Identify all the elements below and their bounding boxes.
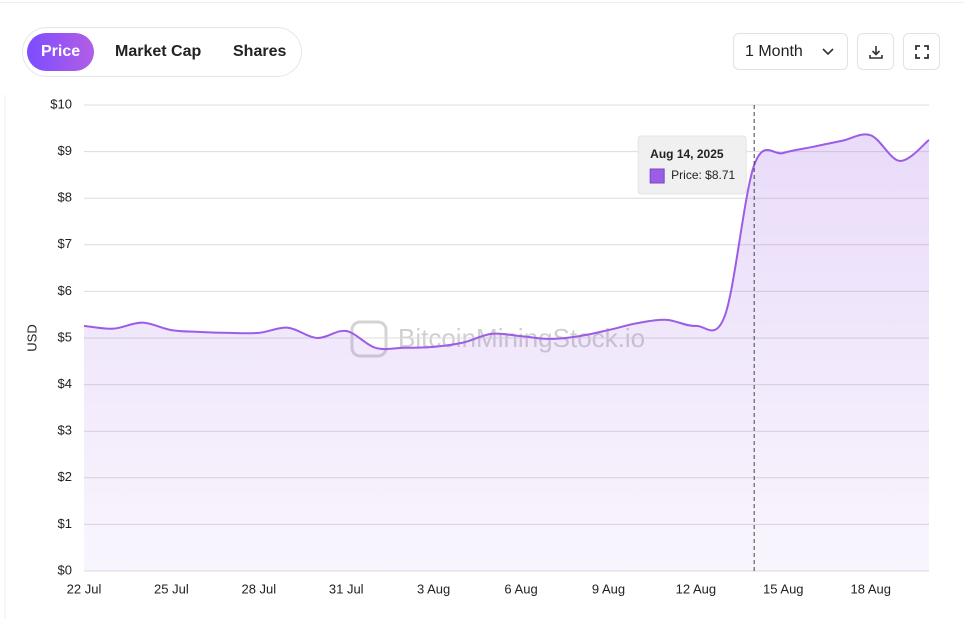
top-border xyxy=(0,2,964,3)
y-tick-label: $4 xyxy=(58,376,72,391)
tooltip-swatch xyxy=(649,168,665,184)
download-icon xyxy=(869,46,883,59)
area-fill xyxy=(84,134,929,571)
price-line xyxy=(83,133,930,351)
chevron xyxy=(822,48,834,56)
y-tick-label: $8 xyxy=(58,190,72,205)
tab-bar: Price Market Cap Shares xyxy=(22,27,302,77)
y-tick-label: $1 xyxy=(58,516,72,531)
fullscreen-button[interactable] xyxy=(903,33,940,70)
tab[interactable]: Price xyxy=(27,33,95,71)
y-tick-label: $5 xyxy=(58,329,72,344)
x-tick-label: 15 Aug xyxy=(763,581,804,596)
download-button[interactable] xyxy=(857,33,894,70)
y-tick-label: $2 xyxy=(58,469,72,484)
y-tick-label: $6 xyxy=(58,283,72,298)
x-tick-label: 25 Jul xyxy=(154,581,189,596)
y-axis-label: USD xyxy=(24,324,39,351)
tooltip-label: Price: $8.71 xyxy=(671,168,735,182)
fullscreen-icon xyxy=(915,45,929,59)
y-tick-label: $9 xyxy=(58,143,72,158)
range-label: 1 Month xyxy=(745,43,803,60)
y-tick-label: $10 xyxy=(50,96,72,111)
x-tick-label: 28 Jul xyxy=(241,581,276,596)
tab[interactable]: Shares xyxy=(233,43,287,60)
x-tick-label: 3 Aug xyxy=(417,581,450,596)
tab[interactable]: Market Cap xyxy=(115,43,202,60)
tooltip-box xyxy=(637,135,747,195)
x-tick-label: 18 Aug xyxy=(850,581,891,596)
x-tick-label: 9 Aug xyxy=(592,581,625,596)
y-tick-label: $0 xyxy=(58,562,72,577)
y-tick-label: $3 xyxy=(58,423,72,438)
tooltip-title: Aug 14, 2025 xyxy=(650,147,724,161)
x-tick-label: 6 Aug xyxy=(504,581,537,596)
y-tick-label: $7 xyxy=(58,236,72,251)
x-tick-label: 22 Jul xyxy=(67,581,102,596)
range-dropdown[interactable]: 1 Month xyxy=(733,33,848,70)
x-tick-label: 31 Jul xyxy=(329,581,364,596)
x-tick-label: 12 Aug xyxy=(676,581,717,596)
